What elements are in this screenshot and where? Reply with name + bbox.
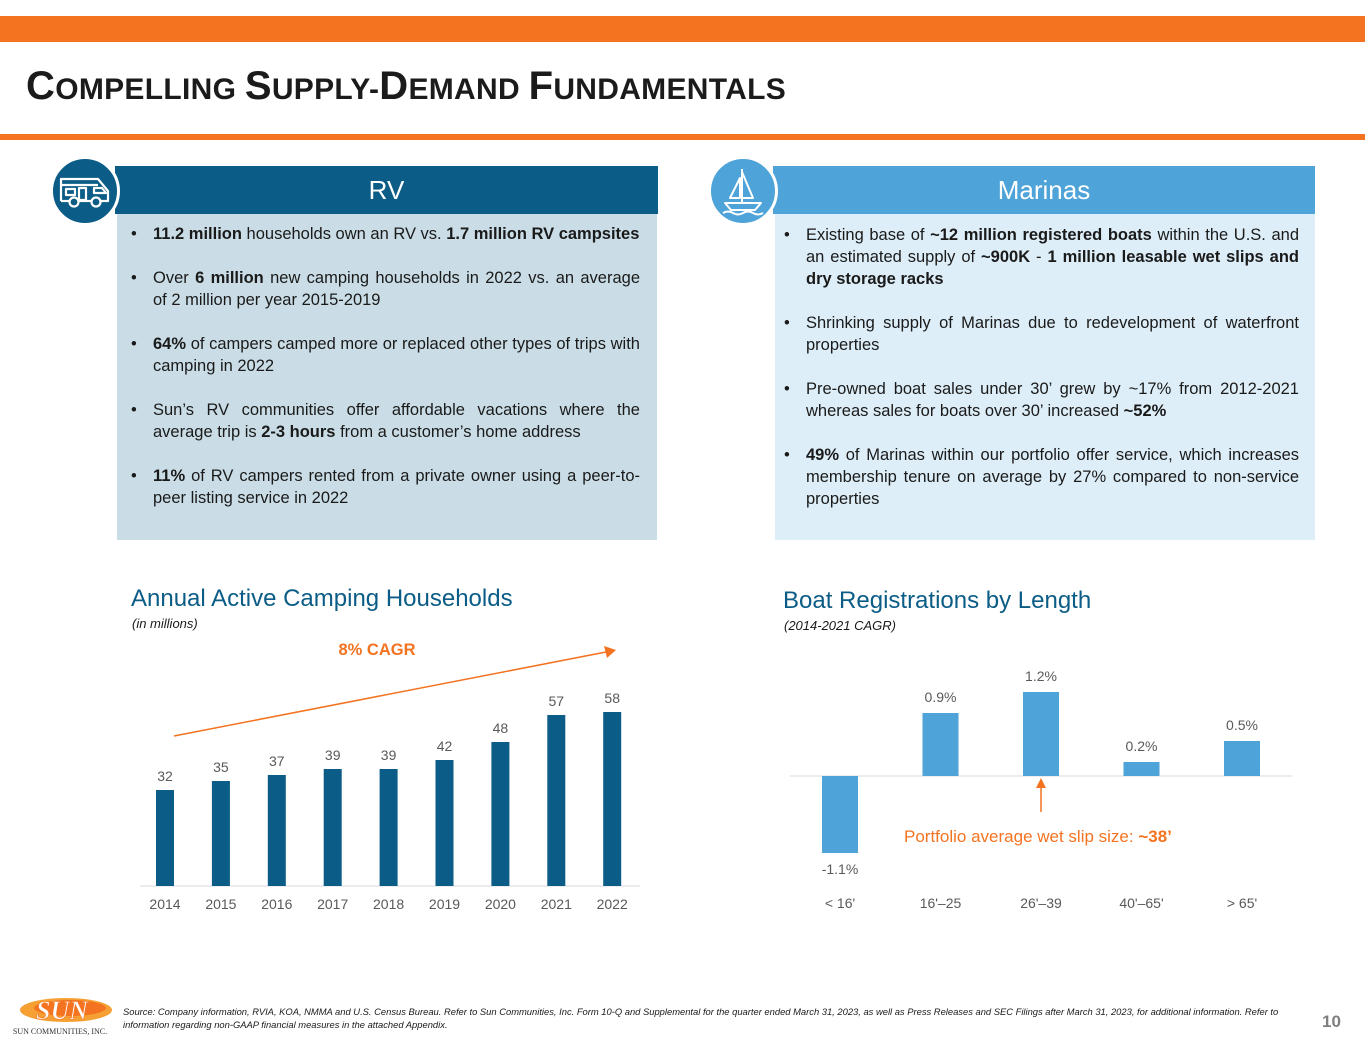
chart2-bar bbox=[1023, 692, 1059, 776]
chart1-tick-label: 2019 bbox=[429, 896, 460, 912]
chart1-value-label: 37 bbox=[269, 753, 285, 769]
chart1-tick-label: 2020 bbox=[485, 896, 516, 912]
chart1-value-label: 57 bbox=[549, 693, 565, 709]
sailboat-icon bbox=[708, 156, 778, 226]
rv-bullet-2: Over 6 million new camping households in… bbox=[131, 267, 640, 311]
marinas-bullet-list: Existing base of ~12 million registered … bbox=[784, 224, 1299, 510]
chart2-value-label: 0.2% bbox=[1126, 738, 1158, 754]
chart1-value-label: 58 bbox=[604, 690, 620, 706]
chart1-bar bbox=[491, 742, 510, 886]
marinas-bullet-4: 49% of Marinas within our portfolio offe… bbox=[784, 444, 1299, 510]
page-title: COMPELLING SUPPLY-DEMAND FUNDAMENTALS bbox=[26, 64, 787, 108]
chart2-tick-label: > 65' bbox=[1227, 895, 1257, 911]
chart2-value-label: 0.9% bbox=[925, 689, 957, 705]
sailboat-icon-graphic bbox=[722, 169, 764, 216]
chart2-bar bbox=[1123, 762, 1160, 776]
marinas-panel-header: Marinas bbox=[773, 166, 1315, 214]
page-number: 10 bbox=[1322, 1012, 1341, 1031]
chart1-bar bbox=[603, 712, 622, 886]
rv-panel-header: RV bbox=[115, 166, 658, 214]
chart1-cagr-arrow-line bbox=[173, 651, 607, 737]
rv-bullet-3: 64% of campers camped more or replaced o… bbox=[131, 333, 640, 377]
chart2-subtitle: (2014-2021 CAGR) bbox=[784, 618, 896, 633]
marinas-bullet-3: Pre-owned boat sales under 30’ grew by ~… bbox=[784, 378, 1299, 422]
marinas-bullet-2: Shrinking supply of Marinas due to redev… bbox=[784, 312, 1299, 356]
chart1-tick-label: 2021 bbox=[541, 896, 572, 912]
rv-camper-icon bbox=[50, 156, 120, 226]
title-rule bbox=[0, 134, 1365, 140]
chart2-value-label: 1.2% bbox=[1025, 668, 1057, 684]
chart2-annotation-arrowhead bbox=[1036, 778, 1046, 788]
chart2-value-label: -1.1% bbox=[822, 861, 859, 877]
chart1-bar bbox=[435, 760, 454, 886]
chart2-title: Boat Registrations by Length bbox=[783, 587, 1092, 614]
chart1-value-label: 35 bbox=[213, 759, 229, 775]
chart2-tick-label: < 16' bbox=[825, 895, 855, 911]
chart1-tick-label: 2015 bbox=[205, 896, 236, 912]
chart2-tick-label: 40'–65' bbox=[1119, 895, 1163, 911]
logo-caption: SUN COMMUNITIES, INC. bbox=[13, 1027, 107, 1036]
rv-panel-body: 11.2 million households own an RV vs. 1.… bbox=[117, 214, 657, 540]
rv-bullet-5: 11% of RV campers rented from a private … bbox=[131, 465, 640, 509]
marinas-bullet-1: Existing base of ~12 million registered … bbox=[784, 224, 1299, 290]
chart2-value-label: 0.5% bbox=[1226, 717, 1258, 733]
camping-households-chart: 32 2014 35 2015 37 2016 39 2017 39 2018 42 2019 48 20… bbox=[140, 641, 640, 912]
chart1-value-label: 39 bbox=[325, 747, 341, 763]
chart1-bar bbox=[547, 715, 566, 886]
chart2-tick-label: 26'–39 bbox=[1020, 895, 1062, 911]
rv-bullet-list: 11.2 million households own an RV vs. 1.… bbox=[131, 223, 640, 509]
chart1-tick-label: 2018 bbox=[373, 896, 404, 912]
chart1-bar bbox=[156, 790, 174, 886]
chart1-bar bbox=[323, 769, 342, 886]
chart1-title: Annual Active Camping Households bbox=[131, 585, 513, 612]
chart1-tick-label: 2017 bbox=[317, 896, 348, 912]
chart1-bar bbox=[267, 775, 286, 886]
chart1-value-label: 48 bbox=[493, 720, 509, 736]
chart1-cagr-arrowhead bbox=[604, 646, 616, 658]
source-footnote: Source: Company information, RVIA, KOA, … bbox=[123, 1006, 1279, 1030]
boat-registrations-chart: -1.1% < 16' 0.9% 16'–25 1.2% 26'–39 0.2% 40'–65… bbox=[790, 668, 1292, 911]
chart1-tick-label: 2016 bbox=[261, 896, 292, 912]
chart1-tick-label: 2014 bbox=[149, 896, 180, 912]
chart1-bar bbox=[379, 769, 398, 886]
chart2-bar bbox=[1224, 741, 1260, 776]
chart1-bar bbox=[211, 781, 230, 886]
logo-wordmark: SUN bbox=[36, 996, 89, 1025]
chart1-subtitle: (in millions) bbox=[132, 616, 198, 631]
chart1-cagr-annotation: 8% CAGR bbox=[338, 641, 415, 659]
chart2-tick-label: 16'–25 bbox=[920, 895, 962, 911]
marinas-panel-body: Existing base of ~12 million registered … bbox=[775, 214, 1315, 540]
chart2-annotation-text: Portfolio average wet slip size: ~38’ bbox=[904, 827, 1172, 846]
rv-bullet-1: 11.2 million households own an RV vs. 1.… bbox=[131, 223, 640, 245]
chart2-bar bbox=[922, 713, 959, 776]
chart1-value-label: 42 bbox=[437, 738, 453, 754]
chart2-bar bbox=[822, 776, 858, 853]
rv-camper-icon-graphic bbox=[59, 177, 110, 208]
rv-bullet-4: Sun’s RV communities offer affordable va… bbox=[131, 399, 640, 443]
top-accent-bar bbox=[0, 16, 1365, 42]
sun-communities-logo: SUN SUN COMMUNITIES, INC. bbox=[13, 996, 112, 1036]
chart1-tick-label: 2022 bbox=[597, 896, 628, 912]
chart1-value-label: 39 bbox=[381, 747, 397, 763]
chart1-value-label: 32 bbox=[157, 768, 173, 784]
